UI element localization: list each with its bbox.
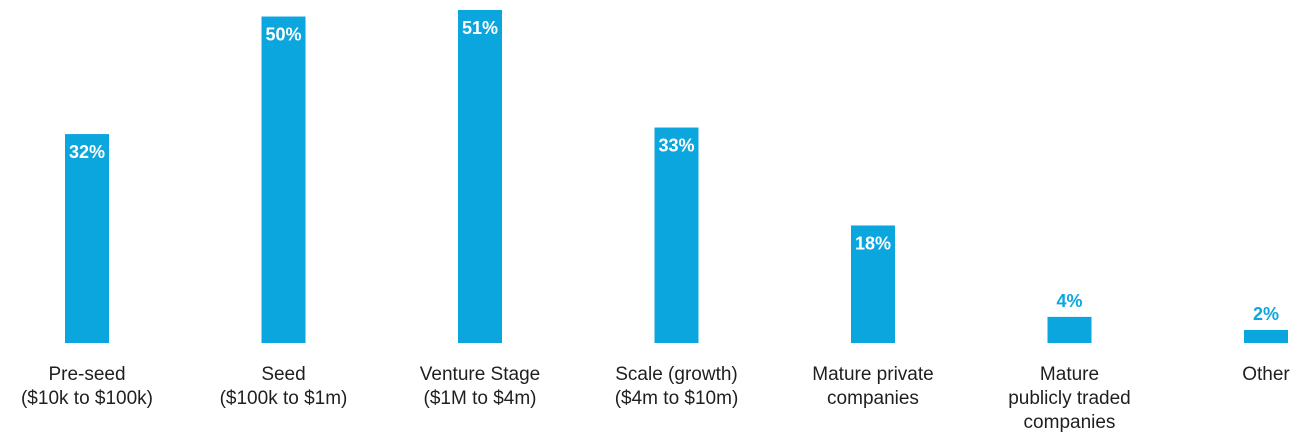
category-label-3: Venture Stage ($1M to $4m) xyxy=(420,364,540,409)
category-label-line: Seed xyxy=(261,364,305,385)
category-label-line: Pre-seed xyxy=(48,364,125,385)
value-label-1: 32% xyxy=(69,142,105,162)
category-label-line: publicly traded xyxy=(1008,388,1131,409)
value-label-5: 18% xyxy=(855,233,891,253)
category-label-line: Venture Stage xyxy=(420,364,540,385)
category-label-line: Other xyxy=(1242,364,1290,385)
value-label-2: 50% xyxy=(265,25,301,45)
category-label-5: Mature private companies xyxy=(812,364,933,409)
category-label-line: ($1M to $4m) xyxy=(424,388,537,409)
category-label-line: Mature xyxy=(1040,364,1099,385)
value-label-6: 4% xyxy=(1056,291,1082,311)
category-label-line: ($4m to $10m) xyxy=(615,388,739,409)
category-label-1: Pre-seed ($10k to $100k) xyxy=(21,364,153,409)
bar-3 xyxy=(458,10,502,343)
category-label-line: companies xyxy=(827,388,919,409)
category-label-4: Scale (growth) ($4m to $10m) xyxy=(615,364,739,409)
category-label-line: companies xyxy=(1024,412,1116,433)
bar-7 xyxy=(1244,329,1288,343)
category-label-2: Seed ($100k to $1m) xyxy=(220,364,348,409)
category-label-7: Other xyxy=(1242,364,1290,385)
value-label-7: 2% xyxy=(1253,304,1279,324)
bar-6 xyxy=(1047,316,1092,343)
category-label-line: ($100k to $1m) xyxy=(220,388,348,409)
value-label-4: 33% xyxy=(658,136,694,156)
category-label-line: Scale (growth) xyxy=(615,364,738,385)
value-label-3: 51% xyxy=(462,18,498,38)
category-label-line: Mature private xyxy=(812,364,933,385)
bar-5 xyxy=(851,225,895,343)
bar-2 xyxy=(261,16,306,343)
bar-1 xyxy=(65,134,109,343)
bar-4 xyxy=(654,127,699,343)
category-label-6: Mature publicly traded companies xyxy=(1008,364,1131,433)
category-label-line: ($10k to $100k) xyxy=(21,388,153,409)
